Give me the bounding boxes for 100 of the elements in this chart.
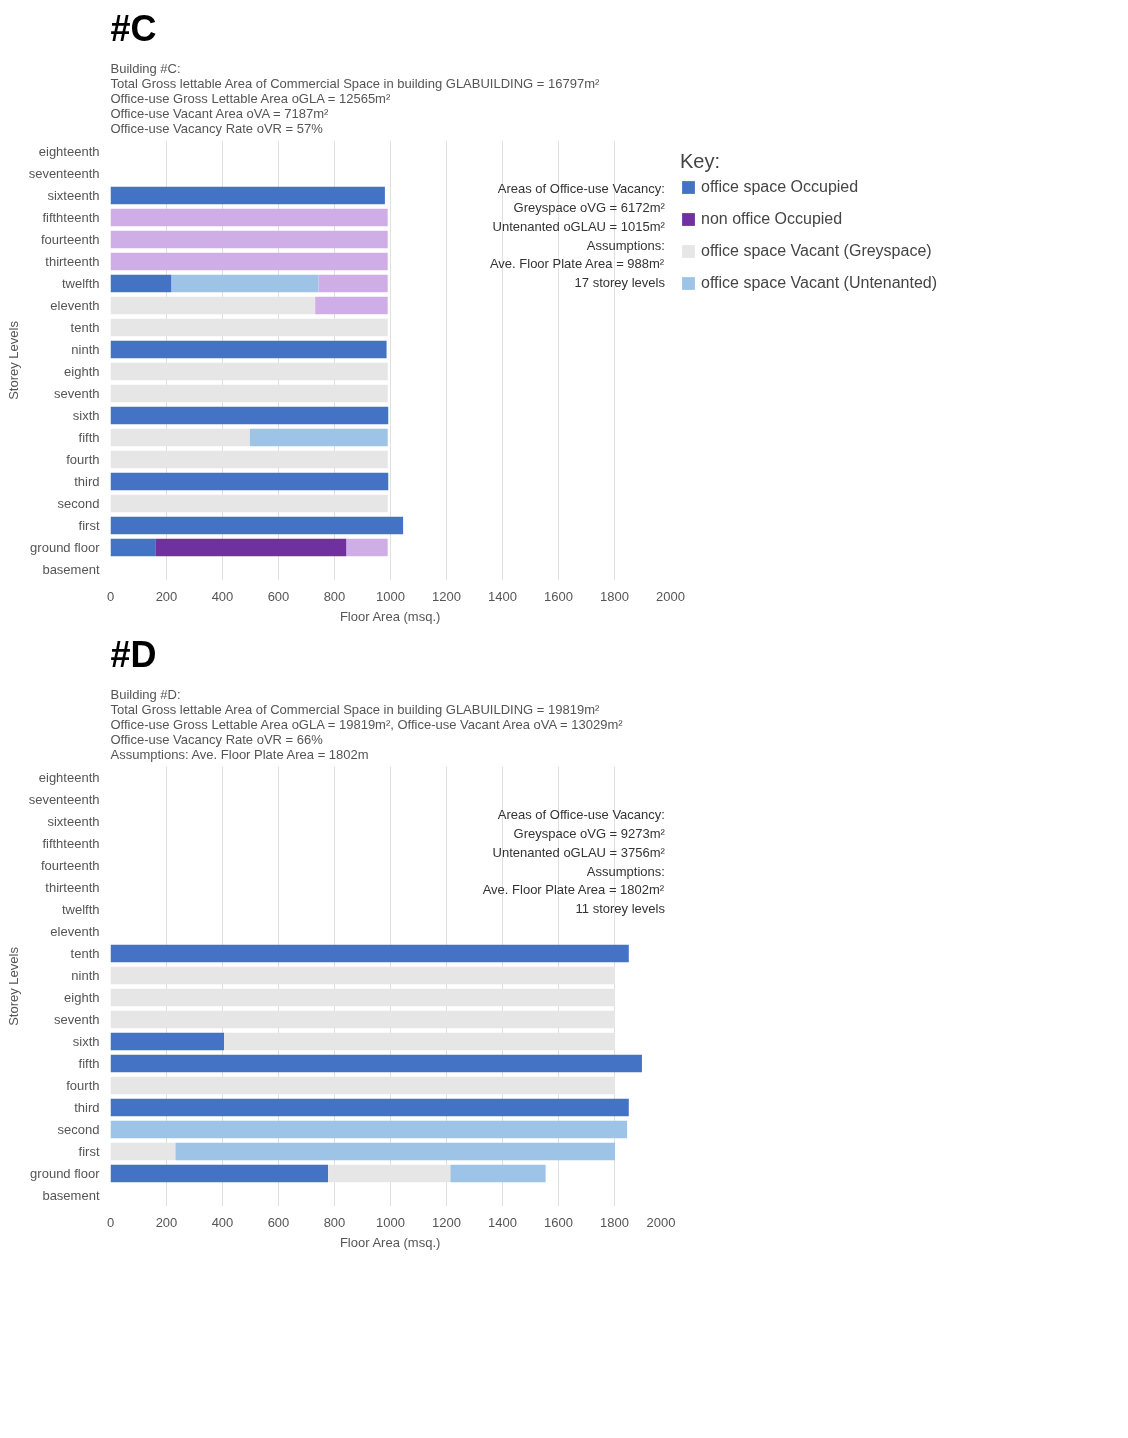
y-axis-title: Storey Levels: [5, 320, 21, 400]
y-tick-label: ground floor: [30, 1166, 101, 1181]
bar: [110, 1120, 628, 1139]
bar: [346, 538, 388, 557]
legend-label: non office Occupied: [701, 210, 843, 228]
annotation: Assumptions:: [586, 237, 665, 253]
bar: [110, 252, 388, 271]
y-tick-label: second: [57, 1122, 100, 1137]
x-tick-label: 600: [267, 1214, 290, 1230]
bar: [110, 274, 172, 293]
y-tick-label: basement: [42, 1188, 100, 1203]
bar: [315, 296, 388, 315]
y-tick-label: sixth: [72, 408, 100, 423]
y-tick-label: fifthteenth: [42, 836, 100, 851]
annotation: Ave. Floor Plate Area = 988m²: [489, 256, 665, 272]
bar: [110, 472, 389, 491]
x-tick-label: 200: [155, 588, 178, 604]
y-tick-label: sixteenth: [47, 188, 100, 203]
bar: [450, 1164, 546, 1183]
bar: [328, 1164, 451, 1183]
x-tick-label: 1600: [544, 588, 573, 604]
legend-label: office space Occupied: [701, 178, 859, 196]
y-tick-label: seventh: [53, 1012, 100, 1027]
annotation: Untenanted oGLAU = 3756m²: [492, 844, 666, 860]
y-tick-label: third: [74, 474, 100, 489]
x-tick-label: 1800: [600, 1214, 629, 1230]
x-tick-label: 600: [267, 588, 290, 604]
chart-title: #C: [110, 7, 157, 49]
y-tick-label: second: [57, 496, 100, 511]
x-axis-title: Floor Area (msq.): [339, 1234, 441, 1250]
x-tick-label: 0: [106, 588, 115, 604]
chart-subtitle: Building #C: Total Gross lettable Area of Commercial Space in building GLABUILDING = 16797m² Office-use Gross Lettable Area oGLA = 12565m² Office-use Vacant Area oVA = 7187m² Office-use Vacancy Rate oVR = 57%: [110, 60, 600, 136]
bar: [110, 944, 629, 963]
annotation: Assumptions:: [586, 863, 665, 879]
y-tick-label: ninth: [71, 968, 100, 983]
annotation: Areas of Office-use Vacancy:: [497, 807, 665, 823]
bar: [249, 428, 388, 447]
x-tick-label: 0: [106, 1214, 115, 1230]
y-tick-label: fifth: [78, 1056, 100, 1071]
chart-title: #D: [110, 633, 157, 675]
bar: [110, 406, 389, 425]
x-tick-label: 1000: [376, 1214, 405, 1230]
y-tick-label: eighteenth: [38, 144, 100, 159]
x-tick-label: 1200: [432, 588, 461, 604]
y-tick-label: twelfth: [61, 902, 100, 917]
x-tick-label: 2000: [656, 588, 685, 604]
y-tick-label: thirteenth: [45, 254, 100, 269]
y-tick-label: tenth: [70, 320, 100, 335]
x-tick-label: 1400: [488, 588, 517, 604]
y-tick-label: seventh: [53, 386, 100, 401]
y-tick-label: thirteenth: [45, 880, 100, 895]
y-tick-label: eighteenth: [38, 770, 100, 785]
x-axis-title: Floor Area (msq.): [339, 608, 441, 624]
legend-title: Key:: [680, 150, 722, 173]
y-tick-label: fourth: [66, 1078, 100, 1093]
y-tick-label: basement: [42, 562, 100, 577]
x-tick-label: 1400: [488, 1214, 517, 1230]
y-tick-label: third: [74, 1100, 100, 1115]
x-tick-label: 800: [323, 588, 346, 604]
chart-subtitle: Building #D: Total Gross lettable Area of Commercial Space in building GLABUILDING = 19819m² Office-use Gross Lettable Area oGLA = 19819m², Office-use Vacant Area oVA = 13029m² Office-use Vacancy Rate oVR = 66% Assumptions: Ave. Floor Plate Area = 1802m: [110, 686, 624, 762]
y-tick-label: seventeenth: [28, 792, 100, 807]
x-tick-label: 1000: [376, 588, 405, 604]
bar: [110, 1098, 629, 1117]
bar: [110, 1032, 225, 1051]
y-tick-label: first: [78, 518, 100, 533]
y-axis-title: Storey Levels: [5, 946, 21, 1026]
bar: [110, 1054, 642, 1073]
legend-label: office space Vacant (Greyspace): [701, 242, 932, 260]
annotation: Greyspace oVG = 6172m²: [513, 200, 666, 216]
bar: [110, 1164, 329, 1183]
y-tick-label: fourth: [66, 452, 100, 467]
y-tick-label: seventeenth: [28, 166, 100, 181]
x-tick-label: 1800: [600, 588, 629, 604]
y-tick-label: tenth: [70, 946, 100, 961]
bar: [110, 538, 156, 557]
y-tick-label: first: [78, 1144, 100, 1159]
bar: [110, 340, 387, 359]
y-tick-label: fourteenth: [40, 232, 100, 247]
y-tick-label: ground floor: [30, 540, 101, 555]
y-tick-label: eleventh: [50, 298, 100, 313]
x-tick-label: 1200: [432, 1214, 461, 1230]
annotation: Areas of Office-use Vacancy:: [497, 181, 665, 197]
bar: [110, 186, 385, 205]
annotation: Greyspace oVG = 9273m²: [513, 826, 666, 842]
bar: [110, 230, 388, 249]
annotation: Untenanted oGLAU = 1015m²: [492, 218, 666, 234]
y-tick-label: fifthteenth: [42, 210, 100, 225]
annotation: 17 storey levels: [574, 274, 666, 290]
y-tick-label: fourteenth: [40, 858, 100, 873]
y-tick-label: eleventh: [50, 924, 100, 939]
y-tick-label: twelfth: [61, 276, 100, 291]
bar: [175, 1142, 616, 1161]
bar: [318, 274, 388, 293]
bar: [155, 538, 347, 557]
y-tick-label: fifth: [78, 430, 100, 445]
annotation: 11 storey levels: [575, 900, 666, 916]
x-tick-label: 1600: [544, 1214, 573, 1230]
y-tick-label: sixteenth: [47, 814, 100, 829]
y-tick-label: eighth: [64, 990, 100, 1005]
x-tick-label: 400: [211, 588, 234, 604]
